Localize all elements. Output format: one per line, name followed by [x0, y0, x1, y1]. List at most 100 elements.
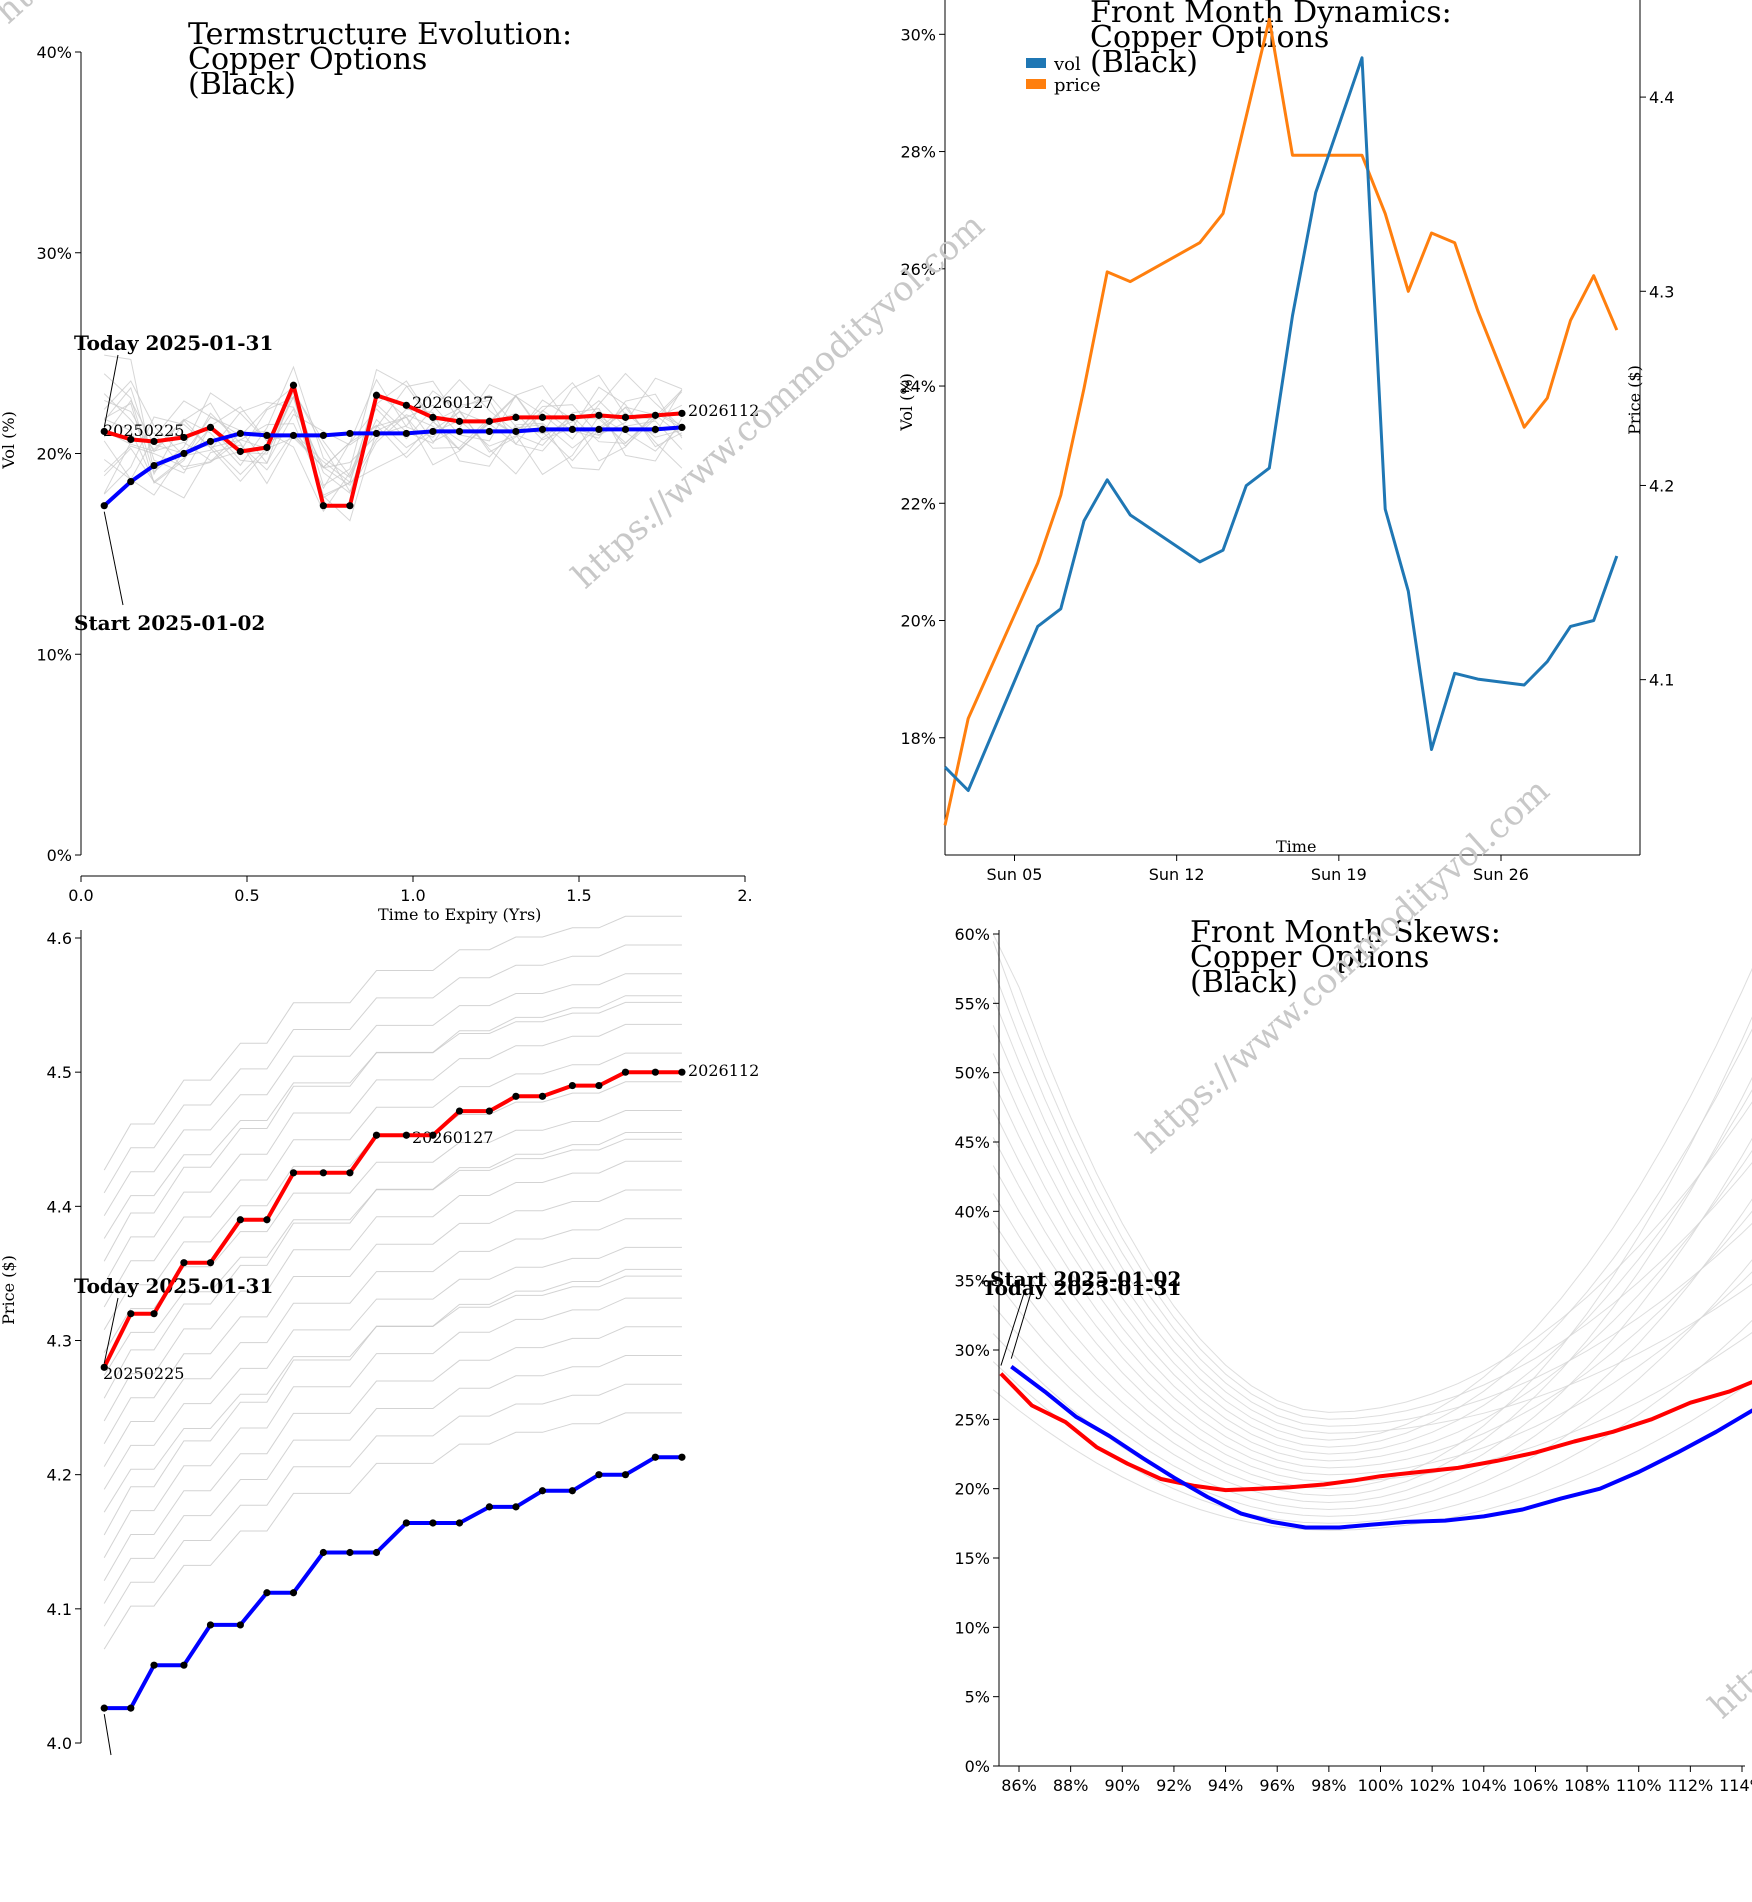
- skew-title-line1: Front Month Skews:: [1190, 915, 1501, 950]
- price-today-point: [538, 1092, 547, 1100]
- price-point-label-mid: 20260127: [412, 1128, 493, 1147]
- price-history-line: [103, 1132, 682, 1399]
- price-annotation-arrow: [103, 1297, 119, 1364]
- term-history-lines: [103, 354, 683, 522]
- term-today-point: [402, 401, 410, 409]
- price-today-point: [402, 1131, 410, 1139]
- term-point-label-last: 2026112: [688, 401, 759, 420]
- skew-y-tick-label: 50%: [954, 1064, 990, 1083]
- term-today-point: [180, 433, 188, 442]
- price-today-point: [236, 1216, 244, 1224]
- skew-title-line3: (Black): [1190, 965, 1298, 1000]
- price-start-point: [372, 1548, 381, 1557]
- svg-text:(Black): (Black): [188, 67, 296, 102]
- price-start-point: [150, 1661, 158, 1669]
- price-point-label-last: 2026112: [688, 1061, 759, 1080]
- skew-x-tick-label: 106%: [1513, 1776, 1559, 1795]
- term-today-point: [206, 423, 215, 432]
- term-start-point: [568, 425, 576, 434]
- skew-x-tick-label: 104%: [1461, 1776, 1507, 1795]
- term-start-point: [150, 461, 158, 470]
- price-start-point: [206, 1621, 215, 1629]
- price-history-line: [103, 1297, 682, 1559]
- legend-swatch-vol: [1026, 58, 1046, 68]
- legend-label-vol: vol: [1053, 54, 1081, 75]
- price-ylabel: Price ($): [0, 1255, 18, 1325]
- skew-history-line: [992, 967, 1752, 1441]
- price-start-point: [289, 1589, 298, 1597]
- skew-y-tick-label: 55%: [954, 994, 990, 1013]
- price-history-line: [103, 1383, 682, 1627]
- price-history-line: [103, 1023, 682, 1285]
- term-x-tick-label: 2.: [737, 886, 752, 905]
- term-today-point: [150, 437, 158, 446]
- term-x-tick-label: 1.0: [400, 886, 425, 905]
- dyn-y2-tick-label: 4.3: [1649, 282, 1674, 301]
- term-y-tick-label: 20%: [36, 445, 72, 464]
- price-start-point: [595, 1471, 603, 1479]
- term-annotation-arrow: [103, 354, 119, 428]
- svg-text:Front Month Skews:: Front Month Skews:: [1190, 915, 1501, 950]
- term-history-line: [103, 384, 683, 464]
- skew-history-line: [992, 1077, 1752, 1497]
- term-today-point: [485, 417, 493, 425]
- term-x-tick-label: 0.5: [234, 886, 259, 905]
- skew-y-tick-label: 45%: [954, 1133, 990, 1152]
- term-ylabel: Vol (%): [0, 411, 18, 470]
- skew-annotation-today: Today 2025-01-31: [982, 1276, 1181, 1300]
- term-y-tick-label: 10%: [36, 645, 72, 664]
- price-y-tick-label: 4.1: [47, 1600, 72, 1619]
- dyn-x-tick-label: Sun 05: [987, 865, 1043, 884]
- price-history-line: [103, 1052, 682, 1308]
- watermark-layer: https://www.commodityvol.com https://www…: [0, 0, 1752, 1727]
- price-y-tick-label: 4.0: [47, 1734, 72, 1753]
- dyn-y-tick-label: 30%: [900, 25, 936, 44]
- price-history-line: [103, 1355, 682, 1604]
- dyn-y-tick-label: 18%: [900, 729, 936, 748]
- term-title-line3: (Black): [188, 67, 296, 102]
- term-today-point: [621, 413, 630, 421]
- dyn-y2-tick-label: 4.2: [1649, 476, 1674, 495]
- price-today-point: [485, 1107, 493, 1115]
- skew-y-tick-label: 25%: [954, 1410, 990, 1429]
- skew-history-line: [992, 1165, 1752, 1476]
- skew-annotation-start: Start 2025-01-02: [990, 1267, 1181, 1291]
- skew-annotation-arrow: [1000, 1289, 1026, 1366]
- term-today-point: [538, 413, 547, 421]
- price-termstructure-chart: Price ($) Today 2025-01-31 20250225 2026…: [0, 915, 759, 1756]
- price-history-line: [103, 1275, 682, 1513]
- skew-x-tick-label: 86%: [1001, 1776, 1037, 1795]
- price-history-line: [103, 1110, 682, 1353]
- term-start-point: [319, 431, 327, 440]
- price-start-point: [568, 1487, 576, 1495]
- price-start-point: [263, 1589, 271, 1597]
- price-start-point: [429, 1519, 437, 1527]
- skew-x-tick-label: 114%: [1719, 1776, 1752, 1795]
- price-start-point: [100, 1704, 108, 1712]
- skew-x-tick-label: 100%: [1358, 1776, 1404, 1795]
- term-start-point: [206, 437, 215, 446]
- skew-x-tick-label: 108%: [1564, 1776, 1610, 1795]
- price-today-line: [102, 1070, 682, 1369]
- price-today-point: [621, 1068, 630, 1076]
- term-today-point: [595, 411, 603, 419]
- term-today-point: [372, 391, 381, 399]
- term-history-line: [103, 368, 683, 487]
- price-today-point: [180, 1259, 188, 1267]
- dyn-y-tick-label: 20%: [900, 612, 936, 631]
- svg-text:Copper Options: Copper Options: [188, 42, 427, 77]
- skew-today-line: [999, 1372, 1752, 1493]
- term-start-point: [346, 429, 354, 438]
- price-start-point: [678, 1453, 686, 1461]
- dyn-y2-tick-label: 4.1: [1649, 671, 1674, 690]
- skew-x-tick-label: 98%: [1311, 1776, 1347, 1795]
- term-title-line1: Termstructure Evolution:: [188, 17, 572, 52]
- dyn-title-line2: Copper Options: [1090, 20, 1329, 55]
- price-today-point: [512, 1092, 520, 1100]
- term-start-point: [429, 427, 437, 436]
- skew-annotation-arrow: [1010, 1285, 1034, 1359]
- price-today-point: [651, 1068, 659, 1076]
- price-history-line: [103, 1326, 682, 1581]
- skew-history-line: [992, 1380, 1752, 1531]
- term-today-point: [127, 435, 135, 444]
